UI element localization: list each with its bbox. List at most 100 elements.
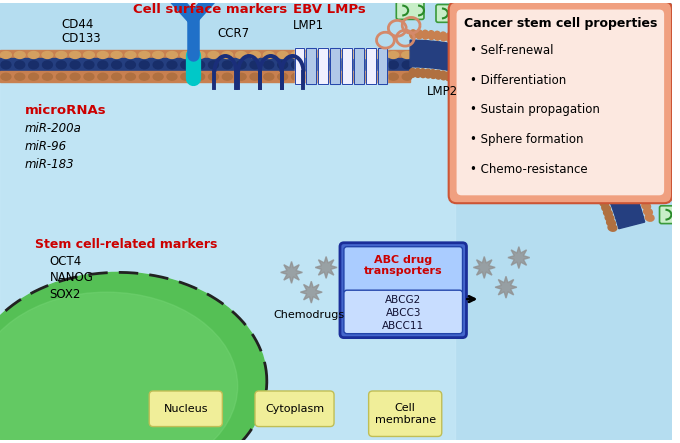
Text: • Sphere formation: • Sphere formation — [471, 133, 584, 146]
Bar — [307, 48, 316, 84]
Bar — [330, 48, 340, 84]
Polygon shape — [614, 205, 641, 218]
Bar — [294, 48, 305, 84]
Ellipse shape — [586, 172, 595, 180]
Ellipse shape — [561, 84, 568, 92]
Ellipse shape — [446, 33, 453, 42]
Ellipse shape — [575, 96, 582, 104]
Ellipse shape — [551, 77, 559, 85]
Ellipse shape — [562, 139, 571, 147]
Ellipse shape — [475, 80, 481, 89]
Polygon shape — [482, 54, 497, 81]
Text: Cytoplasm: Cytoplasm — [265, 404, 324, 414]
Polygon shape — [410, 40, 416, 67]
Ellipse shape — [410, 30, 417, 39]
Text: • Sustain propagation: • Sustain propagation — [471, 103, 600, 117]
Ellipse shape — [15, 61, 24, 69]
Text: CD133: CD133 — [61, 32, 101, 45]
Ellipse shape — [604, 210, 612, 217]
Ellipse shape — [592, 181, 600, 189]
Ellipse shape — [541, 70, 549, 78]
Ellipse shape — [194, 51, 205, 58]
Ellipse shape — [515, 55, 522, 63]
Polygon shape — [617, 216, 645, 229]
Ellipse shape — [126, 61, 135, 69]
Polygon shape — [516, 71, 534, 97]
FancyBboxPatch shape — [449, 2, 672, 203]
Ellipse shape — [633, 180, 642, 187]
Ellipse shape — [440, 32, 447, 41]
Polygon shape — [579, 132, 604, 153]
Text: Cell
membrane: Cell membrane — [375, 403, 436, 424]
Ellipse shape — [548, 124, 556, 132]
Ellipse shape — [305, 73, 316, 80]
FancyBboxPatch shape — [340, 243, 466, 338]
Bar — [342, 48, 352, 84]
Polygon shape — [538, 87, 558, 112]
Ellipse shape — [628, 169, 636, 176]
Ellipse shape — [42, 73, 52, 80]
Ellipse shape — [319, 51, 330, 58]
Polygon shape — [502, 63, 519, 89]
Ellipse shape — [511, 97, 519, 105]
Ellipse shape — [605, 214, 614, 222]
Polygon shape — [594, 157, 620, 175]
Ellipse shape — [15, 73, 24, 80]
FancyBboxPatch shape — [606, 100, 633, 118]
Ellipse shape — [250, 61, 260, 69]
Ellipse shape — [464, 77, 472, 85]
Ellipse shape — [98, 73, 107, 80]
Ellipse shape — [640, 197, 649, 204]
Ellipse shape — [277, 61, 288, 69]
Ellipse shape — [333, 73, 343, 80]
Bar — [307, 48, 316, 84]
Ellipse shape — [578, 159, 587, 167]
Ellipse shape — [84, 73, 94, 80]
FancyBboxPatch shape — [456, 9, 664, 195]
Ellipse shape — [1, 51, 12, 58]
Polygon shape — [421, 40, 428, 67]
Text: NANOG: NANOG — [50, 272, 93, 284]
Ellipse shape — [452, 34, 459, 43]
Ellipse shape — [414, 69, 422, 78]
Text: CD44: CD44 — [61, 19, 94, 31]
Text: LMP2: LMP2 — [427, 85, 458, 97]
Polygon shape — [497, 61, 513, 87]
Ellipse shape — [643, 208, 652, 215]
Polygon shape — [437, 42, 445, 69]
Polygon shape — [495, 276, 517, 298]
Ellipse shape — [581, 163, 590, 171]
Ellipse shape — [526, 60, 533, 69]
Polygon shape — [507, 66, 524, 92]
Ellipse shape — [29, 73, 39, 80]
Ellipse shape — [180, 51, 191, 58]
Ellipse shape — [346, 51, 357, 58]
Ellipse shape — [56, 51, 67, 58]
Text: miR-200a: miR-200a — [24, 122, 82, 135]
Ellipse shape — [481, 41, 488, 50]
Ellipse shape — [600, 200, 609, 207]
Ellipse shape — [333, 61, 343, 69]
Text: miR-183: miR-183 — [24, 158, 74, 171]
Polygon shape — [616, 211, 643, 224]
Ellipse shape — [209, 73, 218, 80]
Bar — [354, 48, 364, 84]
Bar — [0, 50, 410, 60]
Ellipse shape — [537, 114, 545, 122]
Ellipse shape — [415, 30, 423, 39]
Ellipse shape — [498, 47, 505, 56]
Ellipse shape — [250, 51, 260, 58]
Text: ABCC3: ABCC3 — [386, 308, 421, 318]
FancyBboxPatch shape — [344, 290, 462, 334]
Ellipse shape — [503, 92, 510, 101]
Ellipse shape — [546, 73, 554, 82]
Ellipse shape — [402, 51, 413, 58]
Ellipse shape — [566, 143, 574, 151]
Polygon shape — [611, 194, 638, 209]
Bar — [342, 48, 352, 84]
Ellipse shape — [84, 61, 94, 69]
Ellipse shape — [305, 51, 316, 58]
Ellipse shape — [153, 61, 163, 69]
Polygon shape — [462, 47, 475, 74]
Polygon shape — [592, 152, 617, 171]
